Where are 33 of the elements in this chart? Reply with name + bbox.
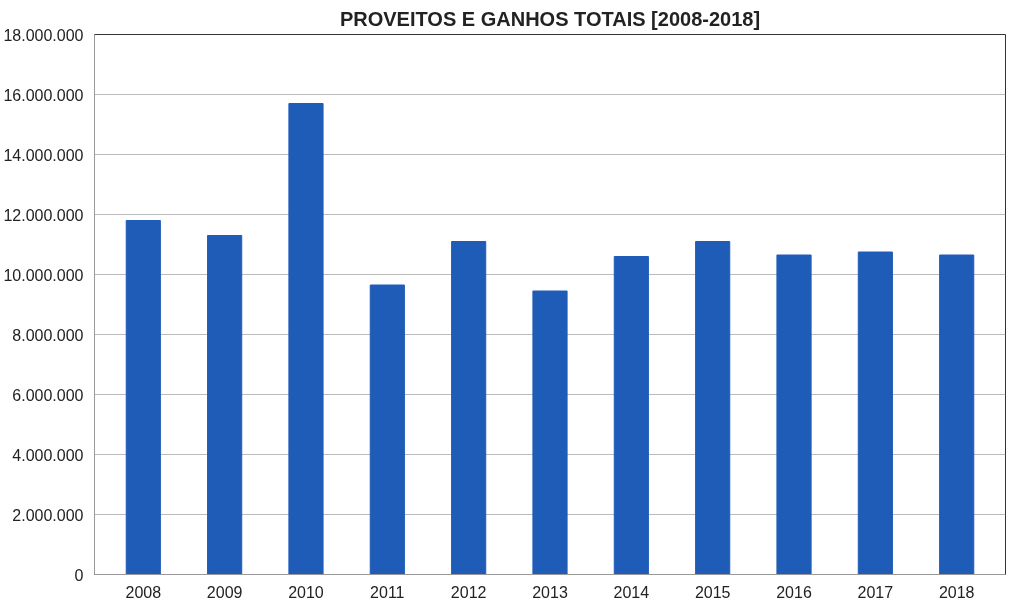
y-tick-label: 8.000.000 (12, 326, 84, 344)
y-tick-label: 6.000.000 (12, 386, 84, 404)
x-tick-label: 2011 (370, 583, 405, 601)
bar (695, 241, 731, 575)
bar (288, 103, 324, 575)
y-tick-label: 14.000.000 (3, 146, 84, 164)
y-tick-label: 18.000.000 (3, 26, 84, 44)
y-tick-label: 0 (74, 566, 84, 584)
y-tick-label: 12.000.000 (3, 206, 84, 224)
bar (613, 256, 649, 575)
bar (125, 220, 161, 575)
x-tick-label: 2012 (450, 583, 487, 601)
y-tick-label: 4.000.000 (12, 446, 84, 464)
bar (939, 254, 975, 575)
y-tick-label: 10.000.000 (3, 266, 84, 284)
y-tick-label: 16.000.000 (3, 86, 84, 104)
x-tick-label: 2008 (125, 583, 162, 601)
x-tick-label: 2013 (532, 583, 568, 601)
x-tick-label: 2017 (857, 583, 894, 601)
bar (776, 254, 812, 575)
chart-title: PROVEITOS E GANHOS TOTAIS [2008-2018] (339, 7, 761, 30)
bar (532, 290, 568, 575)
y-tick-label: 2.000.000 (12, 506, 84, 524)
bar (857, 251, 893, 575)
bar (207, 235, 243, 575)
x-tick-label: 2009 (206, 583, 243, 601)
bar (451, 241, 487, 575)
x-tick-label: 2015 (694, 583, 731, 601)
x-tick-label: 2018 (938, 583, 975, 601)
x-tick-label: 2014 (613, 583, 650, 601)
x-tick-label: 2010 (288, 583, 324, 601)
x-tick-label: 2016 (776, 583, 812, 601)
bar (369, 284, 405, 575)
